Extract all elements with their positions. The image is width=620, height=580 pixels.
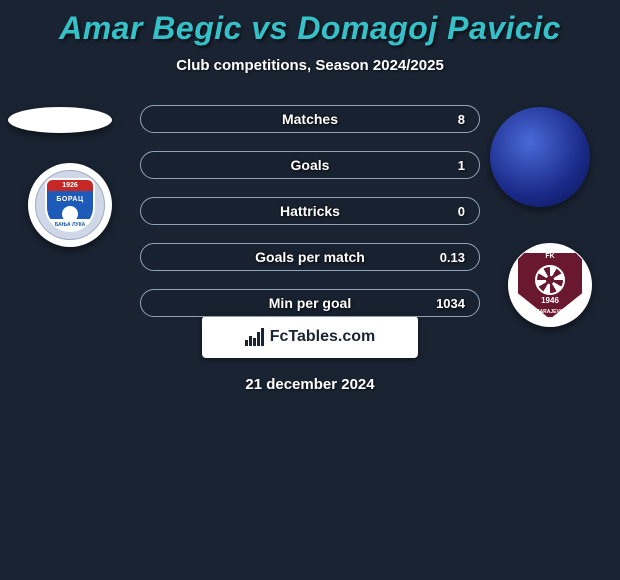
- stat-value: 1: [458, 158, 465, 173]
- stat-label: Min per goal: [269, 295, 351, 311]
- player2-name: Domagoj Pavicic: [297, 10, 561, 46]
- crest-year: 1946: [516, 296, 584, 305]
- player1-photo: [8, 107, 112, 133]
- crest-top: FK: [516, 253, 584, 260]
- crest-year: 1926: [47, 182, 93, 189]
- crest-name: БОРАЦ: [47, 196, 93, 203]
- stats-list: Matches 8 Goals 1 Hattricks 0 Goals per …: [140, 105, 480, 335]
- ball-icon: [62, 206, 78, 222]
- stat-value: 0: [458, 204, 465, 219]
- stat-row-mpg: Min per goal 1034: [140, 289, 480, 317]
- stat-label: Hattricks: [280, 203, 340, 219]
- player1-club-crest: 1926 БОРАЦ БАЊА ЛУКА: [28, 163, 112, 247]
- stat-row-hattricks: Hattricks 0: [140, 197, 480, 225]
- date-text: 21 december 2024: [0, 376, 620, 393]
- borac-crest: 1926 БОРАЦ БАЊА ЛУКА: [35, 170, 105, 240]
- stat-row-gpm: Goals per match 0.13: [140, 243, 480, 271]
- stat-value: 0.13: [440, 250, 465, 265]
- stat-row-matches: Matches 8: [140, 105, 480, 133]
- stat-label: Goals: [291, 157, 330, 173]
- stat-label: Goals per match: [255, 249, 365, 265]
- stat-label: Matches: [282, 111, 338, 127]
- stat-value: 1034: [436, 296, 465, 311]
- page-title: Amar Begic vs Domagoj Pavicic: [0, 0, 620, 47]
- crest-name: SARAJEVO: [516, 309, 584, 315]
- subtitle: Club competitions, Season 2024/2025: [0, 57, 620, 74]
- stat-row-goals: Goals 1: [140, 151, 480, 179]
- crest-sub: БАЊА ЛУКА: [47, 222, 93, 228]
- stat-value: 8: [458, 112, 465, 127]
- player2-photo: [490, 107, 590, 207]
- player2-club-crest: FK 1946 SARAJEVO: [508, 243, 592, 327]
- sarajevo-crest: FK 1946 SARAJEVO: [516, 251, 584, 319]
- player1-name: Amar Begic: [59, 10, 242, 46]
- vs-text: vs: [251, 10, 288, 46]
- ball-icon: [535, 265, 565, 295]
